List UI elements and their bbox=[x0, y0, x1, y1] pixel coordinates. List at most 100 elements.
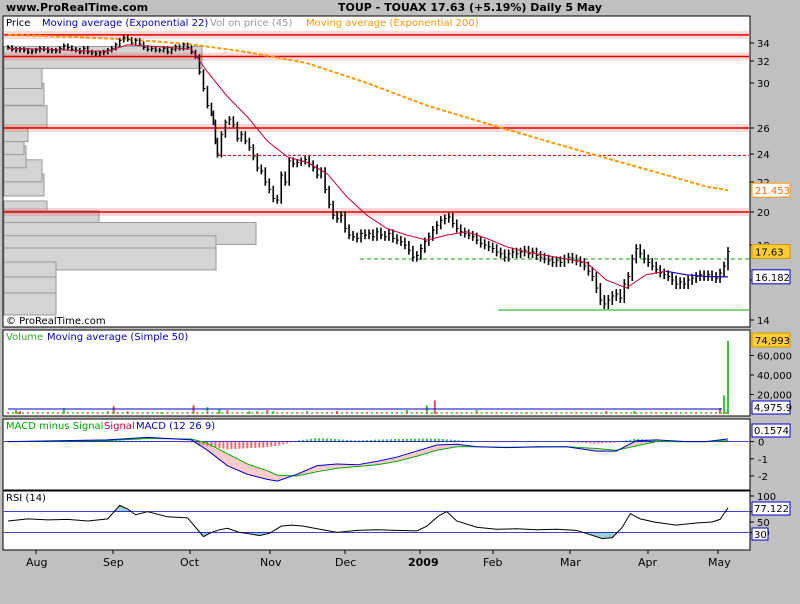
volume-base-bar bbox=[127, 412, 129, 414]
volume-base-bar bbox=[685, 412, 687, 414]
volume-base-bar bbox=[251, 412, 253, 414]
volume-base-bar bbox=[241, 412, 243, 414]
legend-rsi: RSI (14) bbox=[6, 493, 46, 504]
volume-base-bar bbox=[546, 412, 548, 414]
site-logo-text[interactable]: www.ProRealTime.com bbox=[6, 1, 148, 14]
volume-bar bbox=[15, 410, 17, 414]
volume-base-bar bbox=[236, 412, 238, 414]
legend-vol-on-price: Vol on price (45) bbox=[210, 18, 292, 29]
macd-histogram-bar bbox=[246, 442, 248, 449]
rsi-ytick-label: 100 bbox=[757, 492, 776, 503]
xaxis-month-label: May bbox=[708, 556, 731, 569]
volume-last-label: 74,993 bbox=[755, 336, 790, 347]
volume-base-bar bbox=[206, 412, 208, 414]
rsi-low-label: 30 bbox=[754, 530, 767, 541]
volume-base-bar bbox=[456, 412, 458, 414]
volume-base-bar bbox=[286, 412, 288, 414]
macd-histogram-bar bbox=[258, 442, 260, 448]
volume-base-bar bbox=[336, 412, 338, 414]
xaxis-month-label: Aug bbox=[26, 556, 47, 569]
volume-base-bar bbox=[67, 412, 69, 414]
ema22-last-label: 16.182 bbox=[755, 273, 790, 284]
volume-base-bar bbox=[526, 412, 528, 414]
volume-base-bar bbox=[715, 412, 717, 414]
volume-base-bar bbox=[102, 412, 104, 414]
rsi-oversold-fill bbox=[602, 532, 605, 538]
volume-base-bar bbox=[57, 412, 59, 414]
volume-bar bbox=[248, 411, 250, 414]
macd-histogram-bar bbox=[270, 442, 272, 447]
volume-base-bar bbox=[650, 412, 652, 414]
volume-base-bar bbox=[182, 412, 184, 414]
rsi-panel bbox=[3, 491, 750, 550]
volume-base-bar bbox=[560, 412, 562, 414]
macd-histogram-bar bbox=[218, 442, 220, 448]
volume-base-bar bbox=[346, 412, 348, 414]
volume-base-bar bbox=[406, 412, 408, 414]
volume-bar bbox=[218, 409, 220, 414]
volume-base-bar bbox=[221, 412, 223, 414]
volume-base-bar bbox=[381, 412, 383, 414]
volume-base-bar bbox=[162, 412, 164, 414]
volume-base-bar bbox=[22, 412, 24, 414]
volume-base-bar bbox=[610, 412, 612, 414]
legend-price: Price bbox=[6, 18, 30, 29]
macd-last-label: 0.1574 bbox=[754, 426, 789, 437]
volume-base-bar bbox=[476, 412, 478, 414]
volume-base-bar bbox=[376, 412, 378, 414]
volume-profile-bar bbox=[4, 293, 56, 315]
volume-base-bar bbox=[37, 412, 39, 414]
volume-base-bar bbox=[107, 412, 109, 414]
volume-base-bar bbox=[351, 412, 353, 414]
volume-base-bar bbox=[670, 412, 672, 414]
volume-base-bar bbox=[555, 412, 557, 414]
volume-base-bar bbox=[550, 412, 552, 414]
volume-base-bar bbox=[486, 412, 488, 414]
volume-base-bar bbox=[147, 412, 149, 414]
volume-base-bar bbox=[481, 412, 483, 414]
rsi-oversold-fill bbox=[608, 532, 611, 538]
volume-base-bar bbox=[411, 412, 413, 414]
volume-base-bar bbox=[216, 412, 218, 414]
volume-base-bar bbox=[17, 412, 19, 414]
volume-base-bar bbox=[191, 412, 193, 414]
volume-base-bar bbox=[645, 412, 647, 414]
volume-base-bar bbox=[710, 412, 712, 414]
volume-base-bar bbox=[695, 412, 697, 414]
macd-histogram-bar bbox=[242, 442, 244, 449]
legend-volume: Volume bbox=[6, 332, 43, 343]
volume-base-bar bbox=[580, 412, 582, 414]
legend-ma200: Moving average (Exponential 200) bbox=[306, 18, 479, 29]
volume-base-bar bbox=[306, 412, 308, 414]
xaxis-month-label: Sep bbox=[103, 556, 124, 569]
volume-base-bar bbox=[117, 412, 119, 414]
volume-base-bar bbox=[426, 412, 428, 414]
macd-histogram-bar bbox=[282, 442, 284, 445]
volume-base-bar bbox=[536, 412, 538, 414]
volume-base-bar bbox=[226, 412, 228, 414]
volume-base-bar bbox=[590, 412, 592, 414]
volume-base-bar bbox=[27, 412, 29, 414]
volume-base-bar bbox=[97, 412, 99, 414]
macd-histogram-bar bbox=[278, 442, 280, 446]
volume-base-bar bbox=[321, 412, 323, 414]
volume-ytick-label: 60,000 bbox=[757, 351, 792, 362]
volume-base-bar bbox=[112, 412, 114, 414]
volume-base-bar bbox=[441, 412, 443, 414]
volume-base-bar bbox=[122, 412, 124, 414]
volume-base-bar bbox=[630, 412, 632, 414]
volume-bar bbox=[723, 395, 725, 414]
volume-base-bar bbox=[271, 412, 273, 414]
volume-base-bar bbox=[142, 412, 144, 414]
volume-base-bar bbox=[391, 412, 393, 414]
volume-base-bar bbox=[366, 412, 368, 414]
volume-base-bar bbox=[521, 412, 523, 414]
volume-base-bar bbox=[620, 412, 622, 414]
volume-ytick-label: 40,000 bbox=[757, 371, 792, 382]
volume-base-bar bbox=[625, 412, 627, 414]
volume-base-bar bbox=[725, 412, 727, 414]
macd-histogram-bar bbox=[226, 442, 228, 450]
volume-base-bar bbox=[211, 412, 213, 414]
volume-base-bar bbox=[356, 412, 358, 414]
